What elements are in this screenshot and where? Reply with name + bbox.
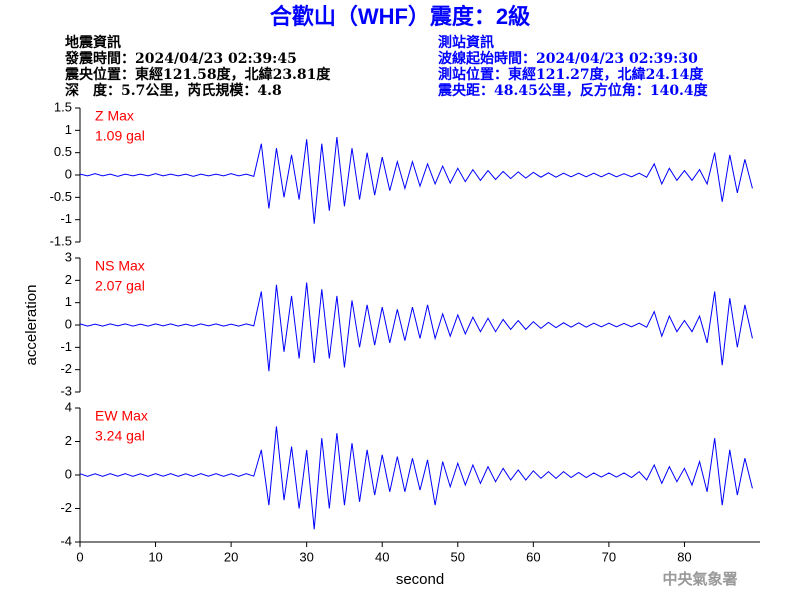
x-tick-label: 30 [299, 549, 313, 564]
y-tick-label: 1 [65, 294, 72, 309]
waveform [79, 136, 753, 224]
info-line: 波線起始時間：2024/04/23 02:39:30 [438, 50, 698, 67]
info-line: 震央位置：東經121.58度，北緯23.81度 [64, 66, 331, 83]
x-tick-label: 0 [76, 549, 83, 564]
y-tick-label: 1.5 [54, 99, 72, 114]
info-line: 發震時間：2024/04/23 02:39:45 [64, 50, 297, 67]
max-label: 2.07 gal [95, 278, 145, 294]
y-tick-label: 0 [65, 316, 72, 331]
y-axis-label: acceleration [23, 285, 40, 366]
x-tick-label: 40 [375, 549, 389, 564]
x-tick-label: 10 [148, 549, 162, 564]
y-tick-label: 4 [65, 399, 72, 414]
info-line: 測站位置：東經121.27度，北緯24.14度 [438, 66, 704, 83]
station-info: 測站資訊 波線起始時間：2024/04/23 02:39:30 測站位置：東經1… [437, 34, 709, 99]
chart-title: 合歡山（WHF）震度：2級 [270, 4, 530, 29]
max-label: 3.24 gal [95, 428, 145, 444]
y-tick-label: -1 [60, 339, 72, 354]
component-label: EW Max [95, 408, 148, 424]
info-line: 測站資訊 [438, 34, 494, 51]
x-tick-label: 60 [526, 549, 540, 564]
y-tick-label: 3 [65, 249, 72, 264]
y-tick-label: -2 [60, 361, 72, 376]
component-label: Z Max [95, 108, 134, 124]
component-label: NS Max [95, 258, 145, 274]
y-tick-label: 0 [65, 466, 72, 481]
y-tick-label: -4 [60, 533, 72, 548]
info-line: 震央距：48.45公里，反方位角：140.4度 [437, 82, 709, 99]
waveform [79, 426, 753, 530]
event-info: 地震資訊 發震時間：2024/04/23 02:39:45 震央位置：東經121… [64, 34, 331, 99]
max-label: 1.09 gal [95, 128, 145, 144]
y-tick-label: 1 [65, 122, 72, 137]
y-tick-label: -1.5 [50, 233, 72, 248]
y-tick-label: 0.5 [54, 144, 72, 159]
y-tick-label: 0 [65, 166, 72, 181]
y-tick-label: -2 [60, 500, 72, 515]
x-tick-label: 20 [224, 549, 238, 564]
y-tick-label: 2 [65, 272, 72, 287]
y-tick-label: -1 [60, 211, 72, 226]
x-tick-label: 80 [677, 549, 691, 564]
y-tick-label: 2 [65, 433, 72, 448]
watermark: 中央氣象署 [662, 570, 737, 588]
x-tick-label: 50 [451, 549, 465, 564]
y-tick-label: -3 [60, 383, 72, 398]
y-tick-label: -0.5 [50, 189, 72, 204]
x-tick-label: 70 [602, 549, 616, 564]
x-axis-label: second [396, 571, 444, 588]
info-line: 深 度：5.7公里，芮氏規模：4.8 [65, 82, 282, 99]
info-line: 地震資訊 [65, 34, 121, 51]
waveform [79, 282, 753, 372]
